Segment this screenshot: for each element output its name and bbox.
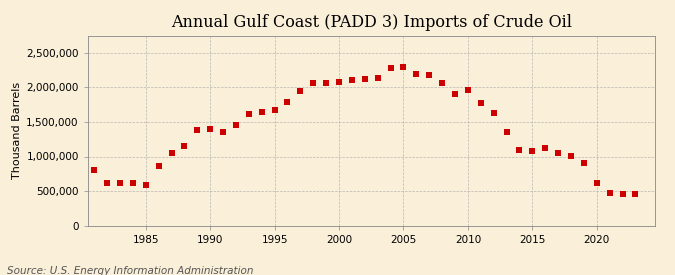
Text: Source: U.S. Energy Information Administration: Source: U.S. Energy Information Administ… [7, 266, 253, 275]
Title: Annual Gulf Coast (PADD 3) Imports of Crude Oil: Annual Gulf Coast (PADD 3) Imports of Cr… [171, 14, 572, 31]
Y-axis label: Thousand Barrels: Thousand Barrels [12, 82, 22, 179]
